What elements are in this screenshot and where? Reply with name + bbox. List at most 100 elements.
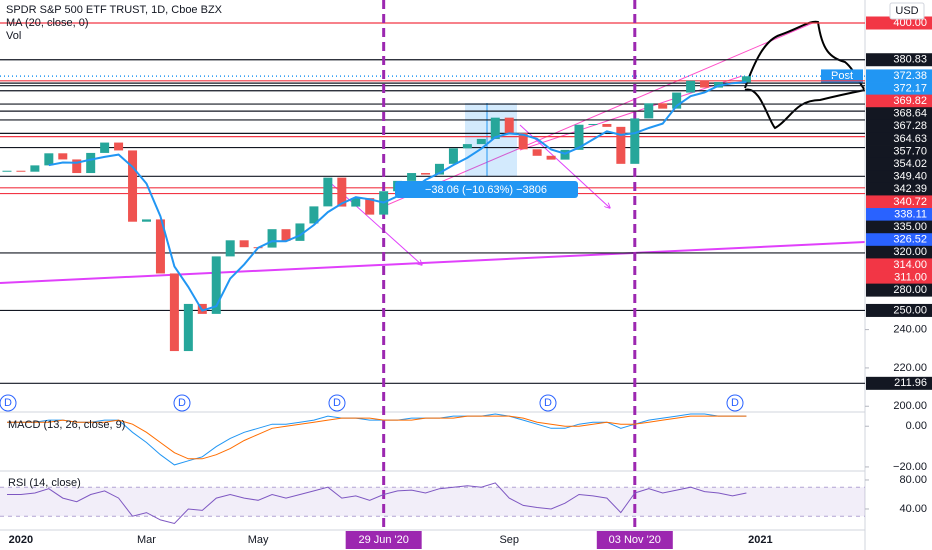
date-marker-box (345, 531, 422, 549)
dividend-label: D (178, 397, 186, 409)
candle (504, 117, 514, 133)
y-tick-label: −20.00 (893, 461, 927, 473)
price-label-box (866, 258, 932, 272)
dividend-label: D (731, 397, 739, 409)
trend-line (0, 241, 866, 284)
price-label: 250.00 (893, 304, 927, 316)
price-label: 372.17 (893, 82, 927, 94)
candle (630, 118, 640, 164)
candle (267, 229, 277, 248)
measure-box (395, 181, 578, 198)
candle (309, 206, 319, 224)
candle (239, 240, 249, 248)
dividend-badge (173, 394, 191, 412)
candle (141, 219, 151, 222)
candle (58, 153, 68, 160)
y-tick-label: 80.00 (899, 474, 927, 486)
price-label-box (866, 145, 932, 159)
post-box (821, 69, 863, 83)
ma-legend: MA (20, close, 0) (6, 17, 89, 29)
dividend-badge (726, 394, 744, 412)
price-label-box (866, 157, 932, 171)
candle (434, 163, 444, 175)
price-label-box (866, 233, 932, 247)
overlay: −38.06 (−10.63%) −3806 SPDR S&P 500 ETF … (6, 2, 925, 489)
price-label: 400.00 (893, 17, 927, 29)
candle (644, 103, 654, 119)
price-label-box (866, 182, 932, 196)
candle (155, 219, 165, 274)
candle (337, 177, 347, 207)
price-label-box (866, 271, 932, 285)
price-label: 364.63 (893, 133, 927, 145)
x-tick-label: Sep (499, 534, 519, 546)
candle (518, 132, 528, 150)
candle (295, 223, 305, 241)
price-label-box (866, 16, 932, 30)
candle (602, 123, 612, 127)
channel-line (379, 21, 816, 209)
candle (16, 170, 26, 172)
price-label: 200.00 (893, 400, 927, 412)
candle (72, 159, 82, 174)
price-label-box (866, 107, 932, 121)
price-label: 372.38 (893, 70, 927, 82)
currency-box (889, 2, 925, 20)
volume-legend: Vol (6, 30, 21, 42)
candle (407, 173, 417, 181)
y-tick-label: 0.00 (906, 420, 927, 432)
price-label: 368.64 (893, 108, 927, 120)
price-label: 342.39 (893, 183, 927, 195)
measure-label: −38.06 (−10.63%) −3806 (425, 184, 547, 196)
date-marker-box (596, 531, 673, 549)
x-tick-label: May (248, 534, 269, 546)
price-label-box (866, 119, 932, 133)
price-label-box (866, 220, 932, 234)
price-label-box (866, 170, 932, 184)
candle (448, 148, 458, 164)
price-label: 380.83 (893, 54, 927, 66)
price-label: 211.96 (894, 377, 927, 389)
candle (169, 273, 179, 352)
dividend-badge (539, 394, 557, 412)
price-label-box (866, 283, 932, 297)
rsi-line (7, 482, 747, 525)
candle (211, 256, 221, 314)
price-label-box (866, 82, 932, 96)
y-tick-label: 40.00 (899, 503, 927, 515)
x-tick-label: 29 Jun '20 (358, 534, 408, 546)
candle (44, 153, 54, 166)
channel-line (519, 75, 743, 151)
price-label: 335.00 (893, 221, 927, 233)
candle (588, 123, 598, 125)
macd-legend: MACD (13, 26, close, 9) (8, 419, 125, 431)
candle (225, 240, 235, 257)
price-label: 369.82 (893, 95, 927, 107)
price-label-box (866, 53, 932, 67)
symbol-legend: SPDR S&P 500 ETF TRUST, 1D, Cboe BZX (6, 4, 223, 16)
rsi-legend: RSI (14, close) (8, 477, 81, 489)
candle (323, 177, 333, 207)
candle (2, 170, 12, 172)
x-tick-label: 03 Nov '20 (609, 534, 661, 546)
price-label: 220.00 (893, 362, 927, 374)
candle (546, 155, 556, 160)
price-label: 349.40 (893, 171, 927, 183)
price-label: 311.00 (894, 271, 927, 283)
price-label: 354.02 (893, 158, 927, 170)
price-label-box (866, 69, 932, 83)
candle (114, 142, 124, 151)
rsi-band (0, 487, 865, 517)
candle (700, 80, 710, 88)
dividend-label: D (4, 397, 12, 409)
candle (281, 229, 291, 241)
price-label-box (866, 195, 932, 209)
post-label: Post (831, 70, 853, 82)
candle (365, 198, 375, 215)
price-label: 280.00 (893, 284, 927, 296)
macd-line (7, 415, 747, 460)
price-label-box (866, 94, 932, 108)
